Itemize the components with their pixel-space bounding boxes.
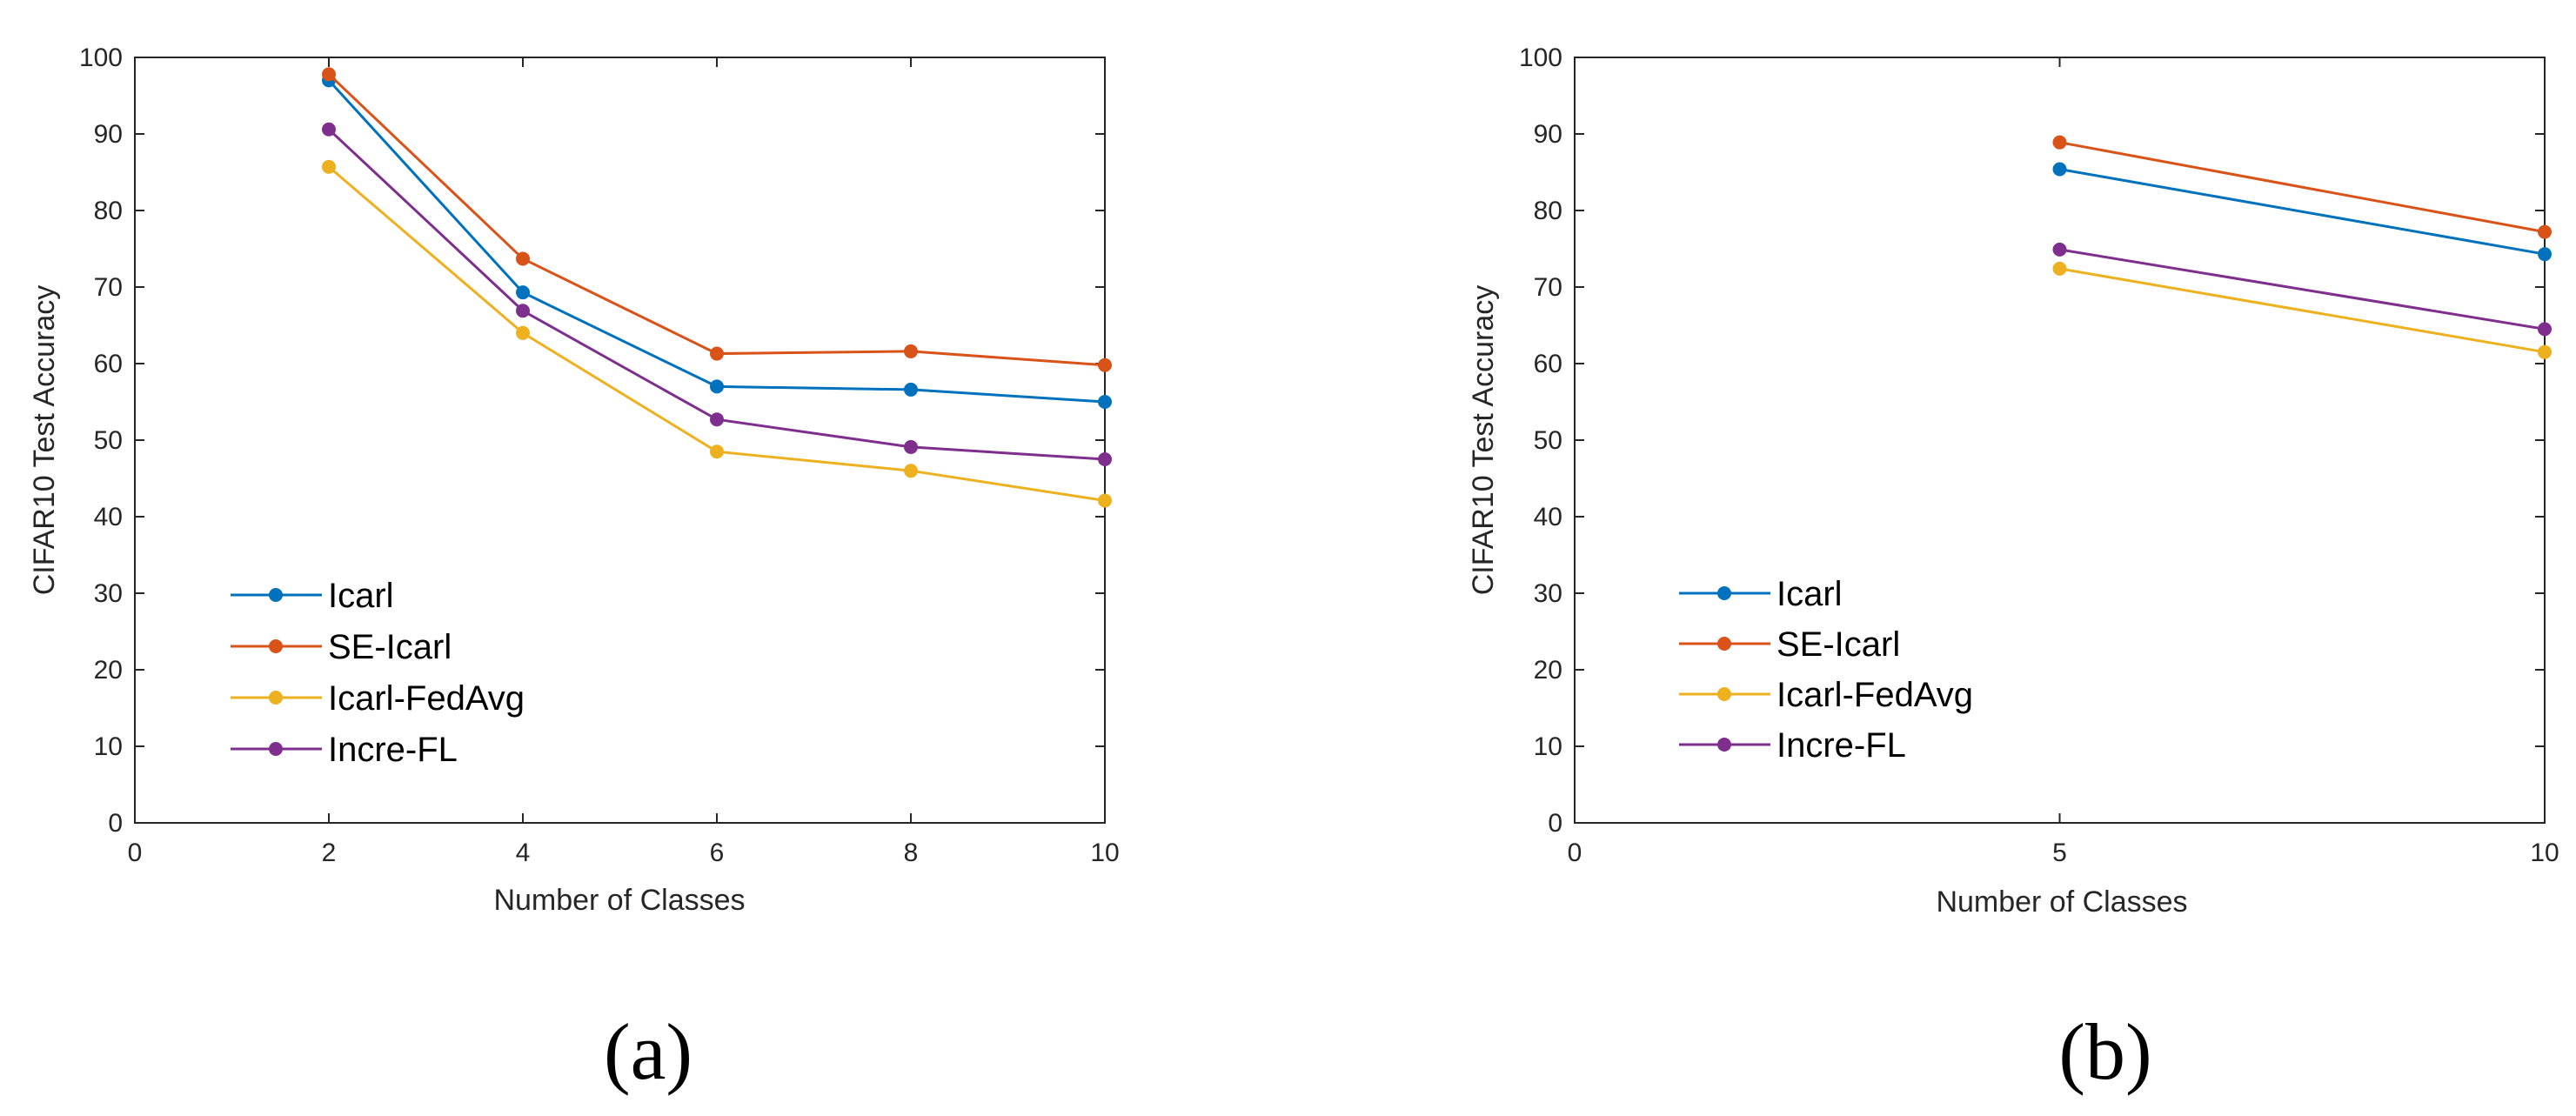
panel-b-series-line-icarl-fedavg xyxy=(2059,267,2546,354)
panel-b-y-tick-label: 40 xyxy=(1534,503,1562,531)
panel-b-legend-swatch-marker xyxy=(1717,637,1731,651)
panel-a-x-tick-label: 10 xyxy=(1090,839,1119,867)
panel-b-data-point-se-icarl xyxy=(2052,135,2067,150)
panel-a-data-point-se-icarl xyxy=(322,67,336,82)
panel-b-data-point-icarl xyxy=(2052,162,2067,177)
panel-b-legend-label: Icarl-FedAvg xyxy=(1776,676,1973,714)
panel-b-y-tick-label: 80 xyxy=(1534,197,1562,225)
panel-a-data-point-icarl xyxy=(904,382,918,397)
panel-b-y-tick-label: 10 xyxy=(1534,732,1562,761)
panel-a-data-point-se-icarl xyxy=(904,344,918,358)
panel-b-series-line-icarl xyxy=(2059,168,2546,256)
panel-a-data-point-incre-fl xyxy=(710,412,724,427)
panel-a-data-point-icarl xyxy=(710,379,724,394)
panel-b-y-tick-label: 60 xyxy=(1534,350,1562,378)
panel-b-y-tick-label: 50 xyxy=(1534,426,1562,455)
panel-b-x-axis-label: Number of Classes xyxy=(1936,885,2187,919)
panel-b-data-point-se-icarl xyxy=(2538,224,2552,239)
panel-a-data-point-icarl xyxy=(1098,395,1112,409)
panel-b-legend-swatch-marker xyxy=(1717,586,1731,600)
panel-a-y-tick-label: 40 xyxy=(94,503,123,531)
panel-b-legend-label: SE-Icarl xyxy=(1776,625,1900,664)
panel-a: 0 10 20 30 40 50 60 70 80 90 100 0 2 4 6 8 10 CIFAR10 T… xyxy=(28,43,1120,1096)
panel-a-legend-label: Icarl xyxy=(328,577,394,615)
panel-b-series-line-incre-fl xyxy=(2059,248,2546,331)
panel-a-y-tick-label: 0 xyxy=(108,809,123,838)
panel-a-data-point-se-icarl xyxy=(1098,358,1112,372)
panel-a-legend-swatch-marker xyxy=(269,691,283,705)
panel-b-x-tick-label: 10 xyxy=(2530,839,2559,867)
panel-a-y-tick-label: 20 xyxy=(94,656,123,685)
panel-a-legend-swatch-marker xyxy=(269,588,283,602)
panel-b-legend-swatch-marker xyxy=(1717,738,1731,752)
panel-a-data-point-incre-fl xyxy=(904,439,918,454)
panel-a-data-point-incre-fl xyxy=(516,304,530,318)
panel-a-y-tick-label: 80 xyxy=(94,197,123,225)
panel-a-data-point-icarl-fedavg xyxy=(710,444,724,459)
panel-a-legend-label: SE-Icarl xyxy=(328,628,452,666)
panel-b-y-tick-label: 0 xyxy=(1548,809,1562,838)
panel-b-x-tick-label: 0 xyxy=(1568,839,1582,867)
panel-a-data-point-icarl xyxy=(516,285,530,300)
panel-a-x-tick-label: 2 xyxy=(322,839,337,867)
panel-a-data-point-icarl-fedavg xyxy=(516,325,530,340)
panel-b-y-tick-label: 90 xyxy=(1534,120,1562,149)
panel-a-legend-swatch-marker xyxy=(269,742,283,756)
panel-b-series-line-se-icarl xyxy=(2059,141,2546,234)
panel-a-caption: (a) xyxy=(604,1007,693,1096)
panel-a-x-tick-label: 8 xyxy=(904,839,919,867)
panel-b-legend-label: Incre-FL xyxy=(1776,726,1906,765)
panel-b-data-point-incre-fl xyxy=(2052,242,2067,257)
panel-b-legend-swatch-marker xyxy=(1717,687,1731,701)
panel-a-x-tick-label: 0 xyxy=(128,839,143,867)
panel-a-y-tick-label: 70 xyxy=(94,273,123,302)
panel-a-data-point-incre-fl xyxy=(322,122,336,137)
panel-b-y-tick-label: 20 xyxy=(1534,656,1562,685)
panel-b: 0 10 20 30 40 50 60 70 80 90 100 0 5 10 CIFAR10 Test… xyxy=(1467,43,2559,1096)
panel-a-y-tick-label: 60 xyxy=(94,350,123,378)
panel-a-data-point-icarl-fedavg xyxy=(322,159,336,174)
panel-a-y-tick-label: 100 xyxy=(79,43,123,72)
panel-a-data-point-se-icarl xyxy=(710,346,724,361)
panel-a-legend-label: Incre-FL xyxy=(328,731,458,769)
panel-a-data-point-se-icarl xyxy=(516,251,530,266)
panel-b-y-axis-label: CIFAR10 Test Accuracy xyxy=(1467,285,1500,596)
panel-b-legend-label: Icarl xyxy=(1776,575,1843,613)
panel-a-x-tick-label: 6 xyxy=(710,839,725,867)
panel-b-caption: (b) xyxy=(2058,1007,2151,1096)
panel-a-plot-area xyxy=(134,57,1106,824)
panel-b-y-tick-label: 70 xyxy=(1534,273,1562,302)
panel-a-y-tick-label: 90 xyxy=(94,120,123,149)
panel-a-x-axis-label: Number of Classes xyxy=(493,884,745,917)
panel-b-data-point-icarl-fedavg xyxy=(2538,344,2552,359)
panel-a-data-point-icarl-fedavg xyxy=(904,464,918,478)
panel-a-legend-swatch-marker xyxy=(269,639,283,653)
panel-a-y-axis-label: CIFAR10 Test Accuracy xyxy=(28,285,61,596)
panel-b-y-tick-label: 100 xyxy=(1519,43,1562,72)
panel-a-legend-label: Icarl-FedAvg xyxy=(328,679,525,718)
panel-b-data-point-icarl xyxy=(2538,247,2552,262)
panel-b-data-point-incre-fl xyxy=(2538,322,2552,337)
panel-a-y-tick-label: 50 xyxy=(94,426,123,455)
panel-b-x-tick-label: 5 xyxy=(2052,839,2067,867)
panel-a-x-tick-label: 4 xyxy=(516,839,531,867)
panel-a-y-tick-label: 30 xyxy=(94,579,123,608)
panel-b-y-tick-label: 30 xyxy=(1534,579,1562,608)
panel-a-data-point-incre-fl xyxy=(1098,452,1112,466)
panel-b-data-point-icarl-fedavg xyxy=(2052,261,2067,276)
panel-a-data-point-icarl-fedavg xyxy=(1098,493,1112,508)
panel-a-y-tick-label: 10 xyxy=(94,732,123,761)
